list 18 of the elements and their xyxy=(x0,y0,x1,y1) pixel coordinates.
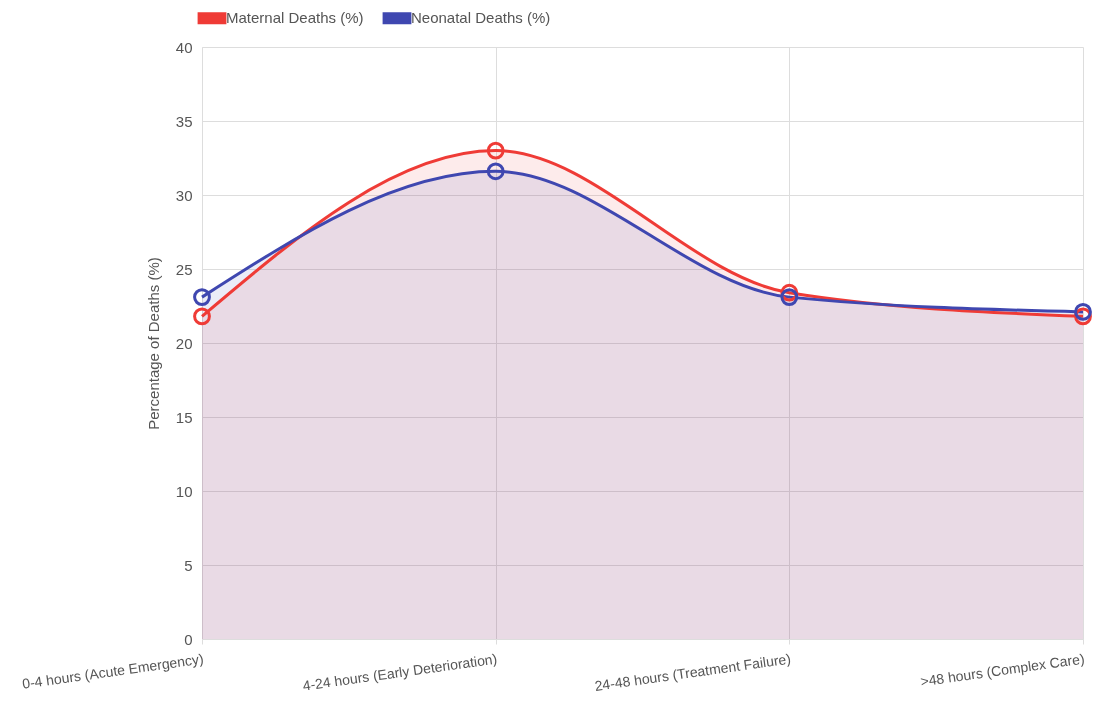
y-tick-label: 10 xyxy=(175,482,193,500)
legend-label: Neonatal Deaths (%) xyxy=(411,9,551,27)
x-tick-label: 0-4 hours (Acute Emergency) xyxy=(21,650,205,692)
y-tick-label: 15 xyxy=(175,408,193,426)
x-tick-label: 4-24 hours (Early Deterioration) xyxy=(301,650,499,694)
y-axis-title: Percentage of Deaths (%) xyxy=(144,257,162,430)
legend-label: Maternal Deaths (%) xyxy=(226,9,364,27)
y-tick-label: 5 xyxy=(184,556,193,574)
y-tick-label: 40 xyxy=(175,38,193,56)
point xyxy=(193,307,211,326)
y-tick-label: 35 xyxy=(175,112,193,130)
y-tick-label: 0 xyxy=(184,630,193,648)
y-tick-label: 20 xyxy=(175,334,193,352)
x-tick-label: >48 hours (Complex Care) xyxy=(919,650,1086,690)
y-tick-label: 30 xyxy=(175,186,193,204)
point xyxy=(486,141,505,160)
x-tick-label: 24-48 hours (Treatment Failure) xyxy=(593,650,792,694)
y-tick-label: 25 xyxy=(175,260,193,278)
